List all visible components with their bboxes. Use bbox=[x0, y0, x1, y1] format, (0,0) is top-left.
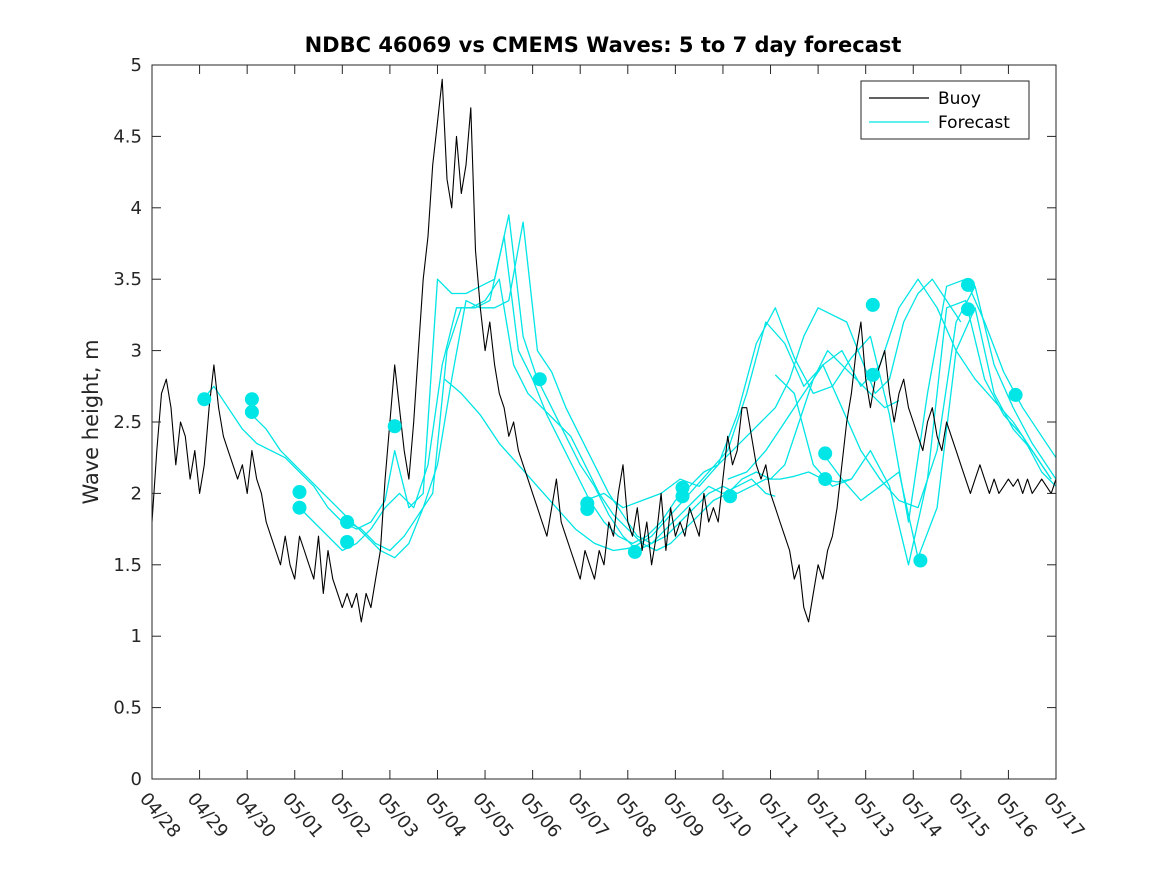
y-tick-label: 0.5 bbox=[113, 698, 142, 719]
y-tick-label: 4.5 bbox=[113, 126, 142, 147]
forecast-marker bbox=[197, 392, 212, 407]
buoy-series-line bbox=[151, 78, 1057, 623]
forecast-marker bbox=[292, 500, 307, 515]
y-tick-label: 1.5 bbox=[113, 555, 142, 576]
legend-box bbox=[860, 80, 1030, 140]
forecast-marker bbox=[340, 515, 355, 529]
forecast-marker bbox=[1008, 387, 1023, 402]
y-tick-label: 1 bbox=[131, 626, 142, 647]
forecast-series-line-2 bbox=[299, 278, 900, 552]
y-tick-label: 4 bbox=[131, 198, 142, 219]
y-tick-label: 3.5 bbox=[113, 269, 142, 290]
forecast-marker bbox=[580, 502, 595, 517]
y-tick-label: 2 bbox=[131, 483, 142, 504]
y-tick-label: 2.5 bbox=[113, 412, 142, 433]
legend: Buoy Forecast bbox=[860, 80, 1030, 140]
forecast-marker bbox=[818, 446, 833, 461]
y-axis: 0 0.5 1 1.5 2 2.5 3 3.5 4 4.5 5 bbox=[113, 55, 1056, 790]
forecast-marker bbox=[627, 544, 642, 559]
forecast-marker bbox=[961, 277, 975, 292]
plot-area bbox=[152, 65, 1056, 779]
y-tick-label: 0 bbox=[131, 769, 142, 790]
forecast-marker bbox=[387, 419, 402, 434]
forecast-marker bbox=[818, 472, 833, 487]
forecast-marker bbox=[244, 405, 259, 419]
forecast-marker bbox=[723, 489, 738, 504]
forecast-series-line-8 bbox=[822, 307, 1052, 559]
forecast-marker bbox=[532, 372, 547, 387]
forecast-marker bbox=[675, 489, 690, 504]
forecast-marker bbox=[865, 297, 880, 312]
forecast-marker bbox=[961, 302, 975, 317]
forecast-series-line-0 bbox=[201, 214, 776, 552]
forecast-marker bbox=[244, 392, 259, 407]
forecast-series-line-3 bbox=[346, 235, 962, 552]
forecast-marker bbox=[292, 485, 307, 499]
forecast-marker bbox=[913, 553, 928, 568]
y-axis-label: Wave height, m bbox=[79, 339, 103, 504]
y-tick-label: 3 bbox=[131, 341, 142, 362]
forecast-marker bbox=[865, 367, 880, 382]
forecast-marker bbox=[340, 535, 355, 549]
legend-buoy-label: Buoy bbox=[938, 89, 981, 109]
chart-title: NDBC 46069 vs CMEMS Waves: 5 to 7 day fo… bbox=[305, 33, 902, 57]
forecast-series-line-4 bbox=[444, 278, 1052, 552]
marker-layer bbox=[197, 277, 1023, 568]
legend-forecast-label: Forecast bbox=[938, 113, 1010, 133]
forecast-series-line-6 bbox=[727, 285, 1057, 509]
y-tick-label: 5 bbox=[131, 55, 142, 76]
